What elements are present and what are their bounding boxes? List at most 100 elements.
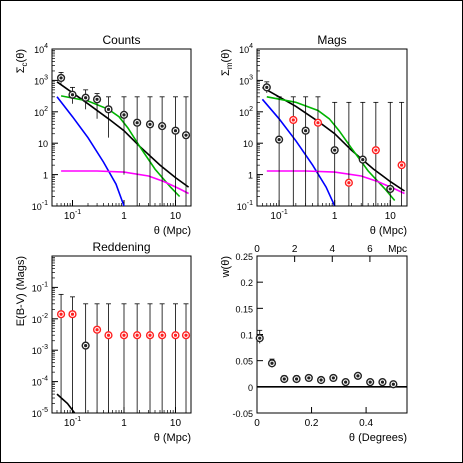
x-tick-label-base: 1 — [121, 211, 127, 222]
y-tick-label-base: 10 — [32, 315, 42, 325]
x-tick-label: 1 — [121, 418, 127, 429]
y-tick-label: 10-4 — [32, 376, 48, 388]
y-tick-label: 104 — [34, 43, 48, 55]
data-point-core — [122, 333, 126, 337]
y-tick-label-base: 0.2 — [240, 278, 253, 288]
x-tick-label-base: 10 — [270, 211, 282, 222]
data-point-core — [184, 333, 188, 337]
y-tick-label-base: 0 — [248, 383, 253, 393]
x-tick-label: 0.4 — [359, 418, 373, 429]
y-tick-label-exponent: 2 — [44, 106, 48, 113]
top-tick-label: 6 — [367, 244, 373, 255]
data-point-core — [400, 163, 404, 167]
data-point-core — [388, 187, 392, 191]
model-curve — [61, 170, 189, 195]
x-tick-label-base: 10 — [385, 211, 397, 222]
y-tick-label-exponent: 3 — [249, 74, 253, 81]
data-point-core — [135, 333, 139, 337]
y-tick-label: 0.15 — [235, 304, 253, 314]
data-point-core — [270, 361, 274, 365]
y-tick-label: 10-5 — [32, 407, 48, 419]
model-curve — [56, 81, 190, 188]
y-axis-label-main: Σ — [220, 69, 232, 76]
data-point-core — [59, 76, 63, 80]
y-axis-label-main: E(B-V) (Mags) — [15, 256, 27, 326]
data-point-core — [333, 148, 337, 152]
y-tick-label: 10 — [38, 139, 48, 149]
y-tick-label: 102 — [34, 106, 48, 118]
y-tick-label: 0 — [248, 383, 253, 393]
x-tick-label-exponent: -1 — [75, 416, 81, 423]
y-tick-label: 1 — [248, 171, 253, 181]
chart-title: Reddening — [92, 240, 150, 254]
data-point-core — [84, 344, 88, 348]
y-axis-label: E(B-V) (Mags) — [15, 256, 27, 326]
x-tick-label: 10 — [170, 211, 182, 222]
y-tick-label-exponent: 2 — [249, 106, 253, 113]
y-tick-label: 10-1 — [32, 281, 48, 293]
y-axis-label-subscript: m — [225, 62, 234, 69]
data-point-core — [319, 378, 323, 382]
chart-title: Mags — [317, 33, 346, 47]
y-tick-label-base: 0.25 — [235, 252, 253, 262]
data-point-core — [265, 85, 269, 89]
y-tick-label-base: 10 — [32, 346, 42, 356]
x-tick-label: 0 — [254, 418, 260, 429]
y-tick-label: 10-1 — [237, 200, 253, 212]
y-tick-label-base: 10 — [34, 45, 44, 55]
x-tick-label-exponent: -1 — [282, 209, 288, 216]
y-tick-label: 0.25 — [235, 252, 253, 262]
data-point-core — [95, 97, 99, 101]
x-tick-label: 10 — [385, 211, 397, 222]
data-point-core — [122, 113, 126, 117]
x-tick-label-base: 0.4 — [359, 418, 373, 429]
data-point-core — [304, 129, 308, 133]
y-tick-label-base: 1 — [43, 171, 48, 181]
y-tick-label-base: 10 — [32, 202, 42, 212]
data-point-core — [160, 333, 164, 337]
y-tick-label-exponent: -1 — [42, 281, 48, 288]
data-point-core — [294, 377, 299, 381]
x-tick-label: 10-1 — [64, 416, 81, 429]
data-point-core — [148, 122, 152, 126]
data-point-core — [106, 107, 111, 111]
x-tick-label-base: 1 — [121, 418, 127, 429]
x-tick-label: 10 — [170, 418, 182, 429]
x-tick-label: 10-1 — [64, 209, 81, 222]
y-tick-label: 10-3 — [32, 344, 48, 356]
y-tick-label-base: 10 — [239, 76, 249, 86]
y-tick-label-exponent: -1 — [247, 200, 253, 207]
model-curve — [56, 96, 125, 206]
y-tick-label: 102 — [239, 106, 253, 118]
x-axis-label: θ (Degrees) — [349, 432, 407, 444]
data-point-core — [173, 129, 178, 133]
model-curve — [60, 95, 181, 198]
y-tick-label: 10-2 — [32, 313, 48, 325]
x-tick-label-base: 0 — [254, 418, 260, 429]
x-tick-label: 1 — [121, 211, 127, 222]
y-tick-label-base: 10 — [237, 202, 247, 212]
y-tick-label: 10 — [243, 139, 253, 149]
y-tick-label: -0.05 — [232, 409, 253, 419]
y-tick-label: 103 — [239, 74, 253, 86]
y-tick-label-base: 0.05 — [235, 357, 253, 367]
top-tick-label: 2 — [292, 244, 298, 255]
y-tick-label-base: -0.05 — [232, 409, 253, 419]
y-tick-label: 1 — [43, 171, 48, 181]
data-point-core — [173, 333, 178, 337]
data-point-core — [361, 158, 365, 162]
x-tick-label-base: 0.2 — [305, 418, 319, 429]
y-tick-label-base: 10 — [239, 45, 249, 55]
y-tick-label-exponent: 4 — [44, 43, 48, 50]
data-point-core — [347, 181, 351, 185]
top-tick-label: 4 — [329, 244, 335, 255]
y-tick-label-base: 0.15 — [235, 304, 253, 314]
y-axis-label: Σm(θ) — [220, 49, 234, 76]
data-point-core — [331, 376, 335, 380]
y-tick-label-exponent: -2 — [42, 313, 48, 320]
data-point-core — [356, 374, 360, 378]
